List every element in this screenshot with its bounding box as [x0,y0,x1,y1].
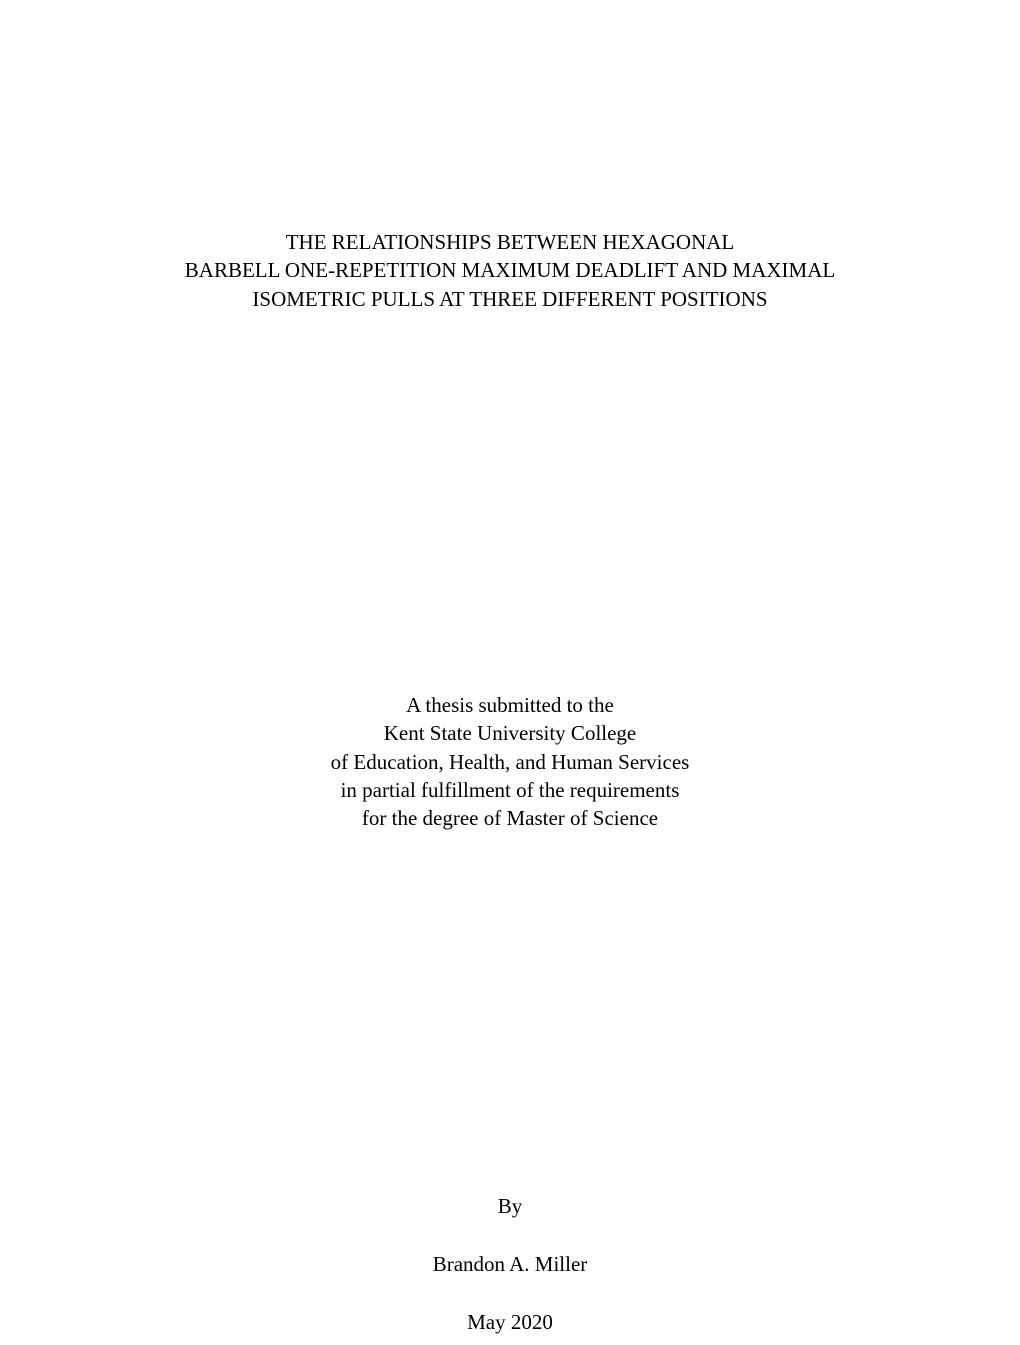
author-name: Brandon A. Miller [433,1241,588,1287]
submission-line-5: for the degree of Master of Science [331,804,690,832]
submission-line-3: of Education, Health, and Human Services [331,748,690,776]
submission-line-4: in partial fulfillment of the requiremen… [331,776,690,804]
by-label: By [433,1183,588,1229]
submission-line-1: A thesis submitted to the [331,691,690,719]
submission-date: May 2020 [433,1299,588,1345]
title-line-2: BARBELL ONE-REPETITION MAXIMUM DEADLIFT … [185,256,835,284]
thesis-title-page: THE RELATIONSHIPS BETWEEN HEXAGONAL BARB… [0,0,1020,1320]
title-line-3: ISOMETRIC PULLS AT THREE DIFFERENT POSIT… [185,285,835,313]
submission-statement: A thesis submitted to the Kent State Uni… [331,691,690,833]
title-line-1: THE RELATIONSHIPS BETWEEN HEXAGONAL [185,228,835,256]
submission-line-2: Kent State University College [331,719,690,747]
thesis-title: THE RELATIONSHIPS BETWEEN HEXAGONAL BARB… [185,228,835,313]
author-block: By Brandon A. Miller May 2020 [433,1183,588,1345]
